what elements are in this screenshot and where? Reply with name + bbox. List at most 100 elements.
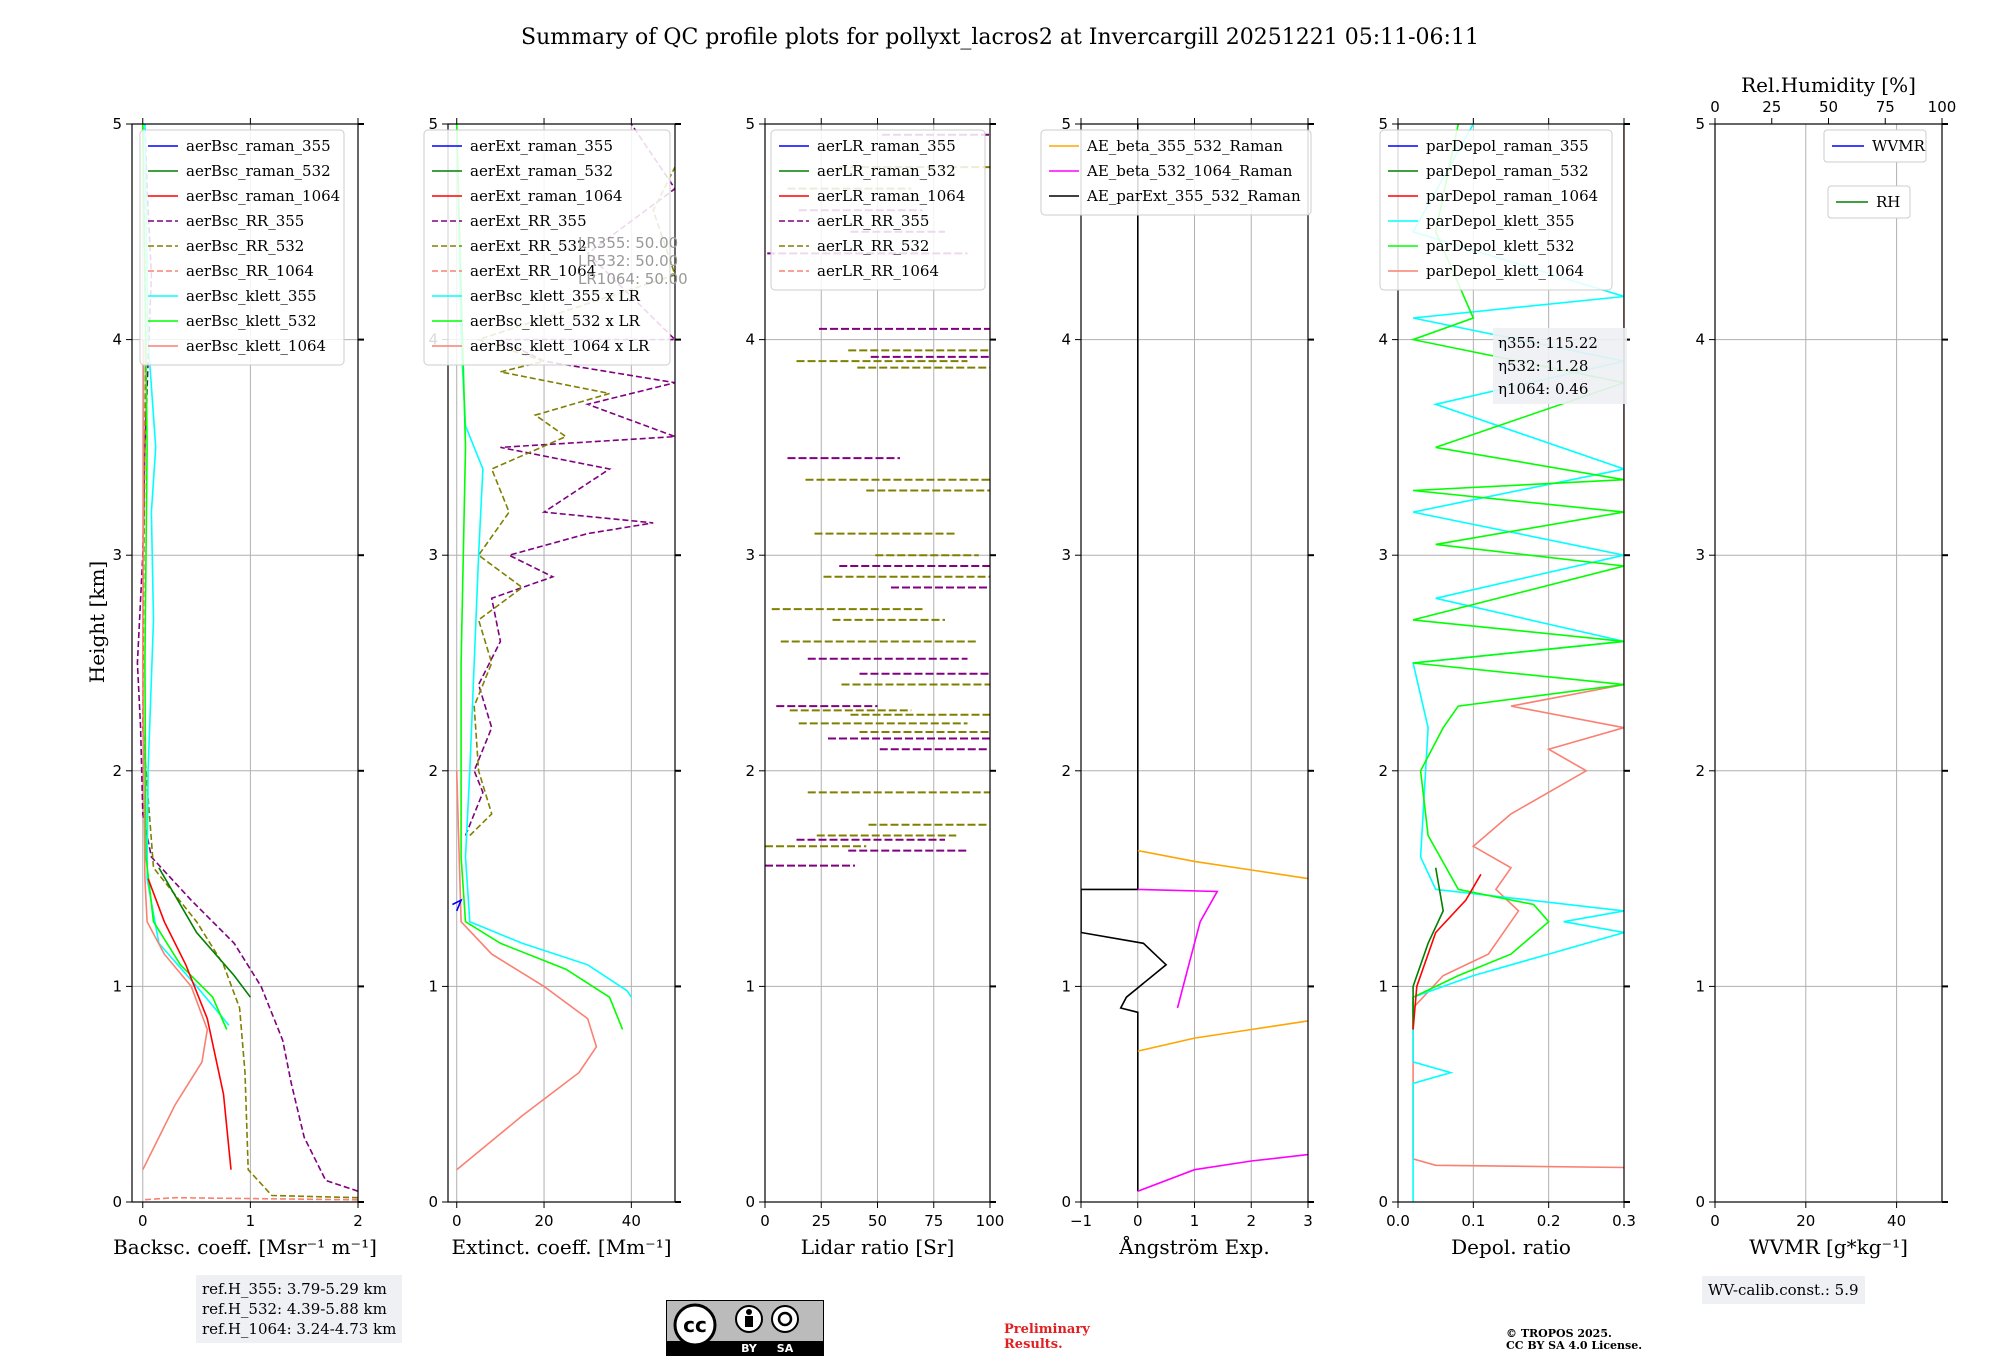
x-axis-label: Lidar ratio [Sr] xyxy=(801,1235,955,1259)
series-aerBsc_raman_532 xyxy=(158,867,252,998)
y-tick-label: 2 xyxy=(1695,762,1705,780)
y-tick-label: 3 xyxy=(1378,546,1388,564)
y-tick-label: 3 xyxy=(1061,546,1071,564)
top-x-tick-label: 50 xyxy=(1819,98,1838,116)
series-parDepol_raman_532 xyxy=(1412,867,1445,1030)
y-tick-label: 2 xyxy=(745,762,755,780)
y-tick-label: 0 xyxy=(1695,1193,1705,1211)
x-axis-label: Backsc. coeff. [Msr⁻¹ m⁻¹] xyxy=(113,1235,377,1259)
legend-label-wvmr: WVMR xyxy=(1872,137,1926,155)
legend-box xyxy=(139,129,345,366)
series-aerBsc_klett_532 x LR xyxy=(455,124,624,1030)
panel-water_vapor: 0 20 40 0 1 2 3 4 5 WVMR [g*kg⁻¹] 0 25 50 75 100 Rel.Hu… xyxy=(1695,73,1956,1259)
x-tick-label: 20 xyxy=(534,1212,553,1230)
legend-label: aerBsc_klett_355 x LR xyxy=(470,287,641,305)
legend-label: aerLR_RR_532 xyxy=(817,237,929,255)
series-AE_beta_355_532_Raman_upper xyxy=(1137,849,1308,880)
legend-box xyxy=(1040,129,1312,216)
series-aerBsc_RR_532 xyxy=(141,124,358,1199)
x-tick-label: 0.3 xyxy=(1612,1212,1636,1230)
legend-label: parDepol_klett_355 xyxy=(1426,212,1575,230)
legend-box xyxy=(1379,129,1613,291)
y-tick-label: 1 xyxy=(745,977,755,995)
y-tick-label: 5 xyxy=(112,115,122,133)
cc-icon: cc xyxy=(683,1313,707,1337)
lr-inset-text: LR355: 50.00 xyxy=(578,234,678,252)
legend-label: aerExt_raman_532 xyxy=(470,162,613,180)
legend-box xyxy=(423,129,671,366)
y-tick-label: 0 xyxy=(1061,1193,1071,1211)
series-aerExt_raman_355 xyxy=(452,898,463,912)
series-AE_beta_532_1064_Raman xyxy=(1137,1153,1308,1192)
legend-label: AE_beta_532_1064_Raman xyxy=(1086,162,1293,180)
series-aerBsc_klett_532 xyxy=(142,124,228,1030)
panel-depolarization: 0.0 0.1 0.2 0.3 0 1 2 3 4 5 Depol. ratio parDepol_r… xyxy=(1378,115,1635,1259)
x-tick-label: 0.2 xyxy=(1537,1212,1561,1230)
legend-label: aerBsc_klett_532 x LR xyxy=(470,312,641,330)
y-tick-label: 4 xyxy=(112,331,122,349)
series-aerBsc_klett_1064 xyxy=(141,339,209,1171)
x-tick-label: 2 xyxy=(353,1212,363,1230)
x-tick-label: 50 xyxy=(868,1212,887,1230)
y-tick-label: 4 xyxy=(1378,331,1388,349)
legend-label: parDepol_raman_532 xyxy=(1426,162,1589,180)
top-x-tick-label: 100 xyxy=(1928,98,1957,116)
y-tick-label: 1 xyxy=(1378,977,1388,995)
legend-label: aerBsc_klett_1064 x LR xyxy=(470,337,650,355)
y-tick-label: 1 xyxy=(428,977,438,995)
lr-inset-text: LR1064: 50.00 xyxy=(578,270,688,288)
x-tick-label: 0 xyxy=(1133,1212,1143,1230)
series-aerBsc_klett_355 xyxy=(144,124,230,1026)
y-tick-label: 3 xyxy=(745,546,755,564)
y-tick-label: 4 xyxy=(745,331,755,349)
legend-box-rh xyxy=(1827,185,1911,219)
y-tick-label: 5 xyxy=(428,115,438,133)
legend-label: parDepol_raman_355 xyxy=(1426,137,1589,155)
legend-label: aerBsc_raman_1064 xyxy=(186,187,340,205)
x-tick-label: 40 xyxy=(622,1212,641,1230)
x-axis-label: Depol. ratio xyxy=(1451,1235,1571,1259)
wv-calib-box: WV-calib.const.: 5.9 xyxy=(1702,1276,1865,1304)
legend-label: parDepol_klett_532 xyxy=(1426,237,1575,255)
eta-text: η355: 115.22 xyxy=(1498,334,1598,352)
axes-frame xyxy=(1397,123,1625,1203)
y-tick-label: 0 xyxy=(112,1193,122,1211)
series-aerBsc_raman_1064 xyxy=(147,878,232,1170)
series-AE_parExt_355_532_Raman xyxy=(1081,124,1168,1192)
x-tick-label: 25 xyxy=(812,1212,831,1230)
copyright-note: © TROPOS 2025. CC BY SA 4.0 License. xyxy=(1506,1328,1642,1352)
y-tick-label: 0 xyxy=(745,1193,755,1211)
axes-frame xyxy=(1714,123,1943,1203)
legend-box-wvmr xyxy=(1823,129,1927,163)
x-tick-label: 0 xyxy=(760,1212,770,1230)
legend-label: aerBsc_RR_532 xyxy=(186,237,304,255)
y-tick-label: 4 xyxy=(1061,331,1071,349)
y-axis-label: Height [km] xyxy=(85,561,109,683)
cc-by-label: BY xyxy=(741,1342,758,1355)
plot-area-angstrom xyxy=(1081,124,1308,1192)
x-axis-label: WVMR [g*kg⁻¹] xyxy=(1749,1235,1908,1259)
y-tick-label: 4 xyxy=(1695,331,1705,349)
y-tick-label: 1 xyxy=(1061,977,1071,995)
legend-label: aerExt_raman_355 xyxy=(470,137,613,155)
legend-label-rh: RH xyxy=(1876,193,1900,211)
y-tick-label: 1 xyxy=(112,977,122,995)
legend-label: aerExt_RR_355 xyxy=(470,212,587,230)
y-tick-label: 2 xyxy=(1061,762,1071,780)
legend-label: aerLR_RR_1064 xyxy=(817,262,939,280)
legend-label: aerExt_raman_1064 xyxy=(470,187,623,205)
legend-label: aerLR_raman_532 xyxy=(817,162,956,180)
ref-height-355: ref.H_355: 3.79-5.29 km xyxy=(202,1280,387,1298)
legend-label: aerLR_RR_355 xyxy=(817,212,929,230)
y-tick-label: 5 xyxy=(745,115,755,133)
cc-license-logo: cc BY SA xyxy=(666,1300,824,1356)
legend-label: aerBsc_RR_355 xyxy=(186,212,304,230)
x-tick-label: 0 xyxy=(1710,1212,1720,1230)
series-parDepol_raman_1064 xyxy=(1412,873,1482,1030)
legend-label: AE_beta_355_532_Raman xyxy=(1086,137,1283,155)
x-tick-label: 0.0 xyxy=(1386,1212,1410,1230)
y-tick-label: 1 xyxy=(1695,977,1705,995)
y-tick-label: 2 xyxy=(112,762,122,780)
x-tick-label: 1 xyxy=(1190,1212,1200,1230)
cc-sa-label: SA xyxy=(777,1342,794,1355)
